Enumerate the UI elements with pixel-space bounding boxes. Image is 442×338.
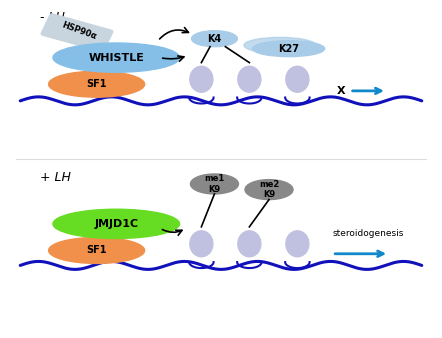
Ellipse shape — [53, 209, 179, 239]
Ellipse shape — [245, 179, 293, 199]
Ellipse shape — [190, 231, 213, 257]
Ellipse shape — [53, 43, 179, 72]
Ellipse shape — [286, 66, 309, 92]
Text: - LH: - LH — [40, 11, 65, 24]
Text: steroidogenesis: steroidogenesis — [332, 229, 404, 238]
Text: K27: K27 — [278, 44, 299, 54]
Ellipse shape — [253, 41, 325, 57]
Text: HSP90α: HSP90α — [61, 21, 98, 42]
Ellipse shape — [244, 38, 316, 53]
Text: K4: K4 — [207, 34, 221, 44]
Text: + LH: + LH — [40, 171, 71, 184]
Ellipse shape — [191, 174, 238, 194]
Text: WHISTLE: WHISTLE — [88, 53, 144, 63]
Text: me1
K9: me1 K9 — [204, 174, 225, 194]
Text: me2
K9: me2 K9 — [259, 180, 279, 199]
Ellipse shape — [238, 66, 261, 92]
Text: JMJD1C: JMJD1C — [94, 219, 138, 229]
Text: SF1: SF1 — [86, 79, 107, 89]
Text: SF1: SF1 — [86, 245, 107, 256]
Ellipse shape — [49, 238, 145, 263]
Ellipse shape — [190, 66, 213, 92]
FancyBboxPatch shape — [41, 13, 114, 52]
Ellipse shape — [49, 71, 145, 97]
Ellipse shape — [238, 231, 261, 257]
Ellipse shape — [191, 31, 237, 47]
Text: X: X — [337, 86, 345, 96]
Ellipse shape — [286, 231, 309, 257]
